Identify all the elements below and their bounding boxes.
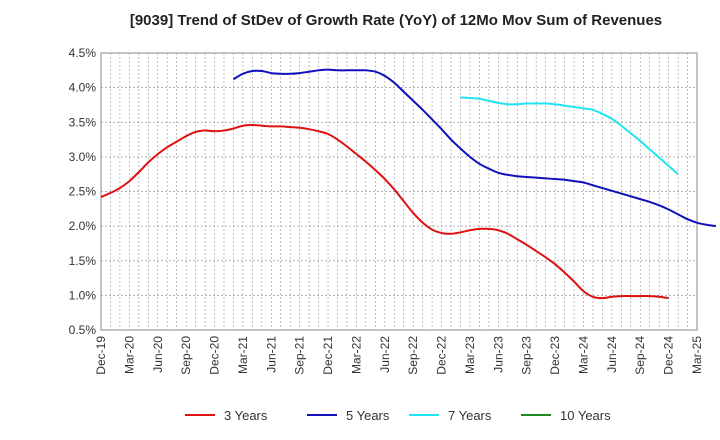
- legend-label: 10 Years: [560, 408, 611, 423]
- x-tick-label: Jun-23: [491, 336, 505, 373]
- x-tick-label: Mar-22: [349, 336, 363, 374]
- x-tick-label: Mar-24: [576, 336, 590, 374]
- x-tick-label: Dec-20: [208, 336, 222, 375]
- y-tick-label: 1.5%: [69, 254, 97, 268]
- x-tick-label: Jun-21: [264, 336, 278, 373]
- legend-label: 3 Years: [224, 408, 268, 423]
- y-axis-ticks: 0.5% 1.0% 1.5% 2.0% 2.5% 3.0% 3.5% 4.0% 4.5%: [69, 46, 97, 337]
- y-tick-label: 1.0%: [69, 288, 97, 302]
- x-tick-label: Jun-20: [151, 336, 165, 373]
- y-tick-label: 2.5%: [69, 185, 97, 199]
- x-tick-label: Sep-21: [293, 336, 307, 375]
- x-tick-label: Sep-20: [179, 336, 193, 375]
- x-tick-label: Dec-21: [321, 336, 335, 375]
- legend-label: 7 Years: [448, 408, 492, 423]
- x-tick-label: Jun-24: [605, 336, 619, 373]
- x-tick-label: Dec-23: [548, 336, 562, 375]
- x-tick-label: Sep-23: [520, 336, 534, 375]
- legend-label: 5 Years: [346, 408, 390, 423]
- series-lines: [100, 68, 717, 300]
- x-tick-label: Mar-25: [690, 336, 704, 374]
- x-tick-label: Sep-22: [406, 336, 420, 375]
- y-tick-label: 3.5%: [69, 115, 97, 129]
- y-tick-label: 0.5%: [69, 323, 97, 337]
- x-tick-label: Jun-22: [378, 336, 392, 373]
- x-tick-label: Mar-20: [122, 336, 136, 374]
- series-line-3-years: [100, 124, 669, 300]
- x-tick-label: Sep-24: [633, 336, 647, 375]
- chart-title: [9039] Trend of StDev of Growth Rate (Yo…: [130, 12, 662, 29]
- x-tick-label: Dec-19: [94, 336, 108, 375]
- legend: 3 Years 5 Years 7 Years 10 Years: [185, 408, 611, 423]
- x-tick-label: Mar-21: [236, 336, 250, 374]
- x-tick-label: Dec-22: [435, 336, 449, 375]
- y-tick-label: 2.0%: [69, 219, 97, 233]
- x-tick-label: Mar-23: [463, 336, 477, 374]
- series-line-5-years: [232, 68, 717, 228]
- series-line-7-years: [460, 96, 679, 175]
- y-tick-label: 4.0%: [69, 81, 97, 95]
- x-axis-ticks: Dec-19 Mar-20 Jun-20 Sep-20 Dec-20 Mar-21 Jun-…: [94, 336, 704, 375]
- x-tick-label: Dec-24: [662, 336, 676, 375]
- y-tick-label: 4.5%: [69, 46, 97, 60]
- y-tick-label: 3.0%: [69, 150, 97, 164]
